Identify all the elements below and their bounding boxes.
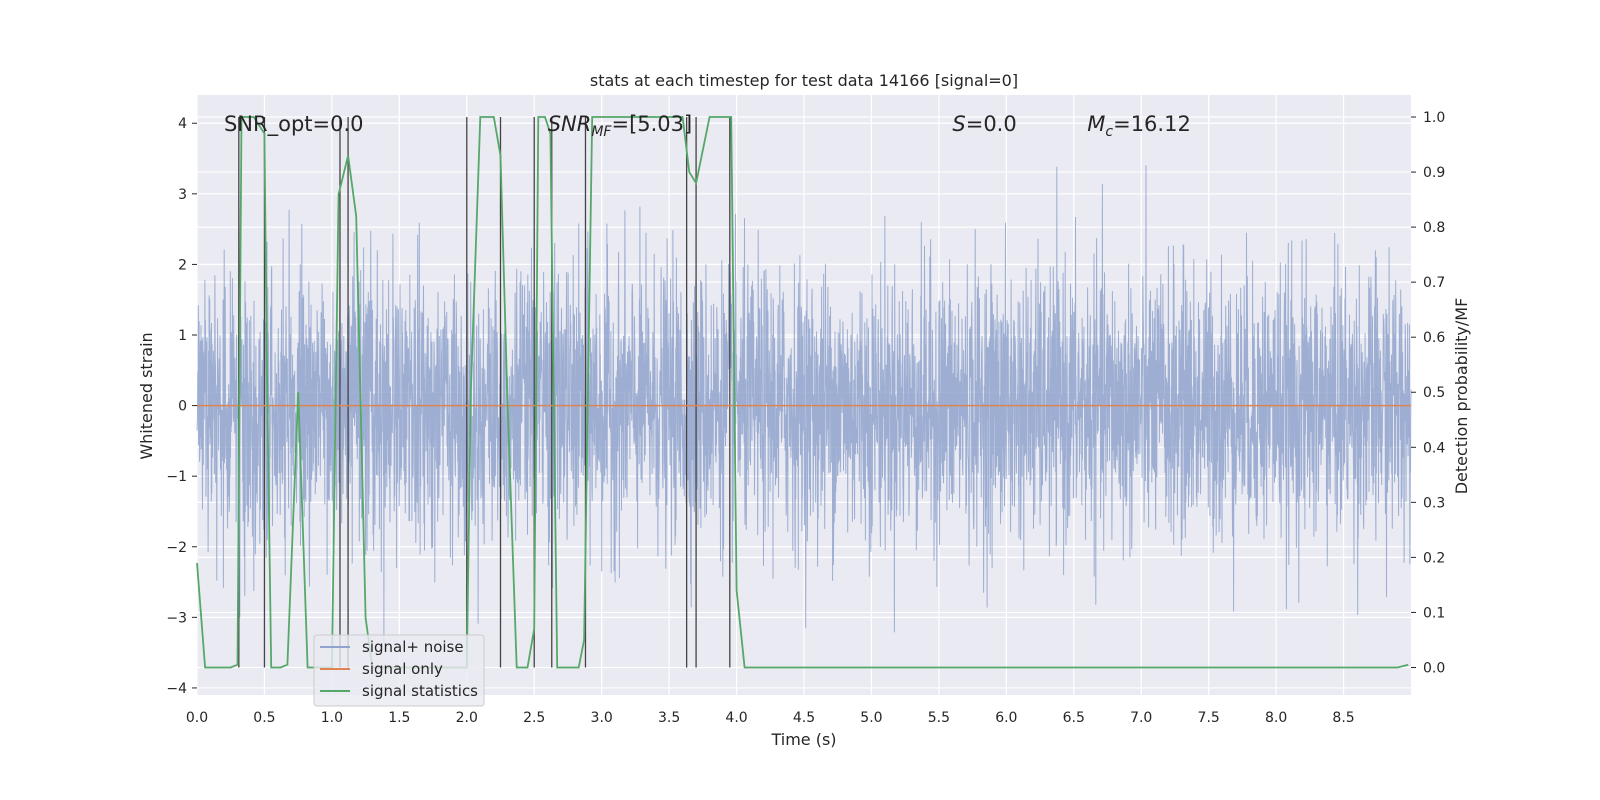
x-tick-label: 1.5 [388, 710, 410, 726]
annotation: Mc=16.12 [1087, 112, 1191, 140]
y2-tick-label: 0.2 [1423, 550, 1445, 566]
annotations: SNR_opt=0.0 SNRMF=[5.03] S=0.0 Mc=16.12 [224, 112, 1191, 140]
y2-tick-label: 0.4 [1423, 440, 1445, 456]
legend-label-signal-only: signal only [362, 660, 443, 678]
annotation: SNR_opt=0.0 [224, 112, 364, 137]
y2-tick-label: 0.9 [1423, 165, 1445, 181]
x-tick-label: 6.5 [1063, 710, 1085, 726]
y-tick-label: −3 [166, 610, 187, 626]
y2-tick-label: 0.5 [1423, 385, 1445, 401]
x-tick-label: 7.0 [1130, 710, 1152, 726]
x-tick-label: 3.0 [591, 710, 613, 726]
x-tick-label: 0.0 [186, 710, 208, 726]
y-tick-label: 3 [178, 187, 187, 203]
series-signal-statistics [196, 116, 1409, 669]
y2-tick-label: 0.0 [1423, 660, 1445, 676]
x-tick-label: 6.0 [995, 710, 1017, 726]
x-tick-label: 4.0 [725, 710, 747, 726]
x-tick-label: 8.5 [1332, 710, 1354, 726]
x-tick-label: 2.5 [523, 710, 545, 726]
y-tick-label: −1 [166, 469, 187, 485]
legend-box [313, 634, 485, 707]
x-tick-label: 7.5 [1198, 710, 1220, 726]
x-tick-label: 3.5 [658, 710, 680, 726]
y-axis-label: Whitened strain [137, 332, 156, 459]
y-tick-label: −4 [166, 681, 187, 697]
legend-label-noise: signal+ noise [362, 638, 464, 656]
x-tick-label: 4.5 [793, 710, 815, 726]
y2-tick-label: 0.1 [1423, 605, 1445, 621]
statistics-line [196, 116, 1409, 669]
x-tick-label: 1.0 [321, 710, 343, 726]
y2-tick-label: 0.6 [1423, 330, 1445, 346]
y-tick-label: 2 [178, 257, 187, 273]
y-tick-label: 0 [178, 399, 187, 415]
y2-tick-label: 1.0 [1423, 110, 1445, 126]
annotation: SNRMF=[5.03] [548, 112, 693, 140]
y-tick-label: 4 [178, 116, 187, 132]
legend-label-statistics: signal statistics [362, 682, 478, 700]
y-tick-label: 1 [178, 328, 187, 344]
x-tick-label: 5.0 [860, 710, 882, 726]
x-tick-label: 5.5 [928, 710, 950, 726]
x-tick-label: 8.0 [1265, 710, 1287, 726]
vertical-markers [238, 117, 731, 668]
y2-tick-label: 0.3 [1423, 495, 1445, 511]
x-tick-label: 0.5 [253, 710, 275, 726]
y2-tick-label: 0.7 [1423, 275, 1445, 291]
y2-axis-label: Detection probability/MF [1452, 298, 1471, 495]
chart-title: stats at each timestep for test data 141… [590, 71, 1018, 90]
series-signal-noise [196, 165, 1412, 644]
noise-line [196, 165, 1412, 644]
legend: signal+ noise signal only signal statist… [313, 634, 485, 707]
y2-tick-label: 0.8 [1423, 220, 1445, 236]
annotation: S=0.0 [952, 112, 1016, 136]
x-tick-label: 2.0 [456, 710, 478, 726]
y-tick-label: −2 [166, 540, 187, 556]
axis-ticks: 0.0 0.5 1.0 1.5 2.0 2.5 3.0 3.5 4.0 4.5 5.0 5.5 6.0 6… [166, 110, 1445, 726]
x-axis-label: Time (s) [770, 730, 836, 749]
